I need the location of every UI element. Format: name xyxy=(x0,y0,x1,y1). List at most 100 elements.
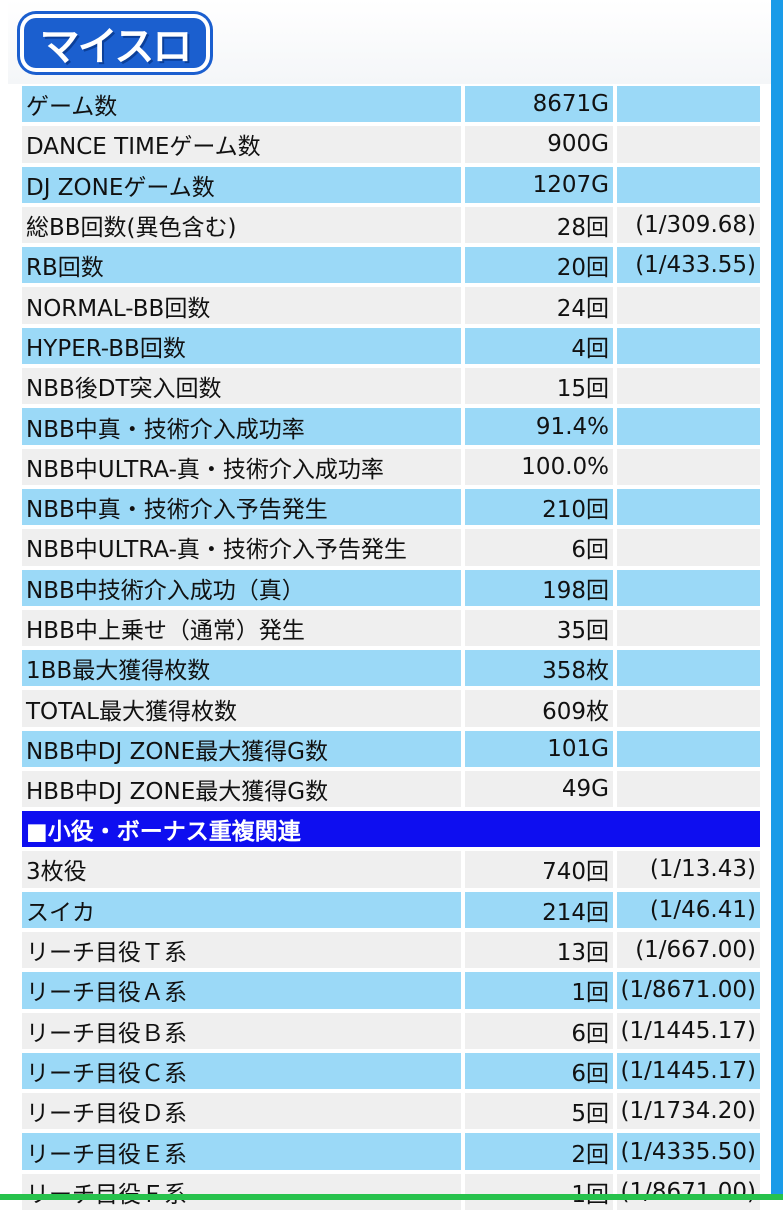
header-bar: マイスロ xyxy=(8,0,771,84)
row-label: ゲーム数 xyxy=(20,84,463,125)
table-row: HBB中DJ ZONE最大獲得G数 49G xyxy=(20,769,762,810)
table-row: 総BB回数(異色含む) 28回 (1/309.68) xyxy=(20,204,762,246)
row-label: NBB中真・技術介入予告発生 xyxy=(20,486,463,528)
row-ratio xyxy=(615,728,762,770)
row-label: NBB中ULTRA-真・技術介入予告発生 xyxy=(20,527,463,568)
row-value: 609枚 xyxy=(463,688,615,729)
table-row: リーチ目役Ｔ系 13回 (1/667.00) xyxy=(20,929,762,971)
table-row: リーチ目役Ａ系 1回 (1/8671.00) xyxy=(20,970,762,1011)
row-value: 8671G xyxy=(463,84,615,125)
row-value: 100.0% xyxy=(463,446,615,487)
row-label: HBB中DJ ZONE最大獲得G数 xyxy=(20,769,463,810)
row-ratio xyxy=(615,527,762,568)
row-ratio xyxy=(615,164,762,205)
row-value: 6回 xyxy=(463,1050,615,1092)
table-row: スイカ 214回 (1/46.41) xyxy=(20,889,762,930)
table-row: ゲーム数 8671G xyxy=(20,84,762,125)
table-row: DJ ZONEゲーム数 1207G xyxy=(20,164,762,205)
table-row: リーチ目役Ｆ系1回(1/8671.00) xyxy=(20,1171,762,1212)
row-label: NBB中真・技術介入成功率 xyxy=(20,406,463,447)
row-label: NORMAL-BB回数 xyxy=(20,285,463,326)
row-value: 900G xyxy=(463,124,615,165)
table-row: NBB中ULTRA-真・技術介入成功率 100.0% xyxy=(20,446,762,487)
row-ratio xyxy=(615,688,762,729)
row-value: 1207G xyxy=(463,164,615,205)
row-value: 6回 xyxy=(463,527,615,568)
table-row: 3枚役 740回 (1/13.43) xyxy=(20,849,762,890)
table-row: リーチ目役Ｅ系 2回 (1/4335.50) xyxy=(20,1131,762,1172)
row-label: スイカ xyxy=(20,889,463,930)
row-value: 15回 xyxy=(463,366,615,407)
row-ratio: (1/46.41) xyxy=(615,889,762,930)
row-ratio xyxy=(615,366,762,407)
row-ratio: (1/433.55) xyxy=(615,245,762,286)
row-label: NBB中DJ ZONE最大獲得G数 xyxy=(20,728,463,770)
row-ratio: (1/1445.17) xyxy=(615,1050,762,1092)
row-value: 91.4% xyxy=(463,406,615,447)
table-row: リーチ目役Ｄ系 5回 (1/1734.20) xyxy=(20,1091,762,1132)
row-value: 1回 xyxy=(463,970,615,1011)
table-row: RB回数 20回 (1/433.55) xyxy=(20,245,762,286)
row-ratio xyxy=(615,567,762,608)
table-row: 1BB最大獲得枚数 358枚 xyxy=(20,648,762,689)
table-row: リーチ目役Ｃ系 6回 (1/1445.17) xyxy=(20,1050,762,1092)
row-label: RB回数 xyxy=(20,245,463,286)
table-row: NORMAL-BB回数 24回 xyxy=(20,285,762,326)
row-ratio xyxy=(615,325,762,367)
row-ratio: (1/13.43) xyxy=(615,849,762,890)
row-label: リーチ目役Ｅ系 xyxy=(20,1131,463,1172)
row-ratio: (1/4335.50) xyxy=(615,1131,762,1172)
table-row: HYPER-BB回数 4回 xyxy=(20,325,762,367)
row-value: 210回 xyxy=(463,486,615,528)
row-value: 358枚 xyxy=(463,648,615,689)
row-ratio: (1/8671.00) xyxy=(615,1171,762,1212)
row-ratio: (1/1445.17) xyxy=(615,1010,762,1051)
row-value: 214回 xyxy=(463,889,615,930)
table-row: TOTAL最大獲得枚数 609枚 xyxy=(20,688,762,729)
row-value: 5回 xyxy=(463,1091,615,1132)
row-value: 28回 xyxy=(463,204,615,246)
table-row: DANCE TIMEゲーム数 900G xyxy=(20,124,762,165)
row-ratio xyxy=(615,84,762,125)
right-border xyxy=(771,0,783,1200)
row-ratio xyxy=(615,607,762,649)
table-row: NBB中技術介入成功（真） 198回 xyxy=(20,567,762,608)
table-row: NBB中ULTRA-真・技術介入予告発生 6回 xyxy=(20,527,762,568)
row-label: リーチ目役Ｔ系 xyxy=(20,929,463,971)
row-value: 2回 xyxy=(463,1131,615,1172)
row-label: NBB中ULTRA-真・技術介入成功率 xyxy=(20,446,463,487)
row-value: 198回 xyxy=(463,567,615,608)
left-border xyxy=(0,0,8,1200)
myslo-logo[interactable]: マイスロ xyxy=(20,14,210,72)
row-ratio xyxy=(615,406,762,447)
row-label: NBB中技術介入成功（真） xyxy=(20,567,463,608)
row-label: HBB中上乗せ（通常）発生 xyxy=(20,607,463,649)
row-value: 101G xyxy=(463,728,615,770)
table-row: NBB中DJ ZONE最大獲得G数 101G xyxy=(20,728,762,770)
row-value: 20回 xyxy=(463,245,615,286)
row-ratio: (1/309.68) xyxy=(615,204,762,246)
row-ratio xyxy=(615,446,762,487)
row-label: DANCE TIMEゲーム数 xyxy=(20,124,463,165)
row-value: 4回 xyxy=(463,325,615,367)
row-label: 総BB回数(異色含む) xyxy=(20,204,463,246)
row-value: 6回 xyxy=(463,1010,615,1051)
row-label: DJ ZONEゲーム数 xyxy=(20,164,463,205)
logo-text: マイスロ xyxy=(39,24,193,70)
table-row: NBB中真・技術介入予告発生 210回 xyxy=(20,486,762,528)
row-label: HYPER-BB回数 xyxy=(20,325,463,367)
row-label: リーチ目役Ｆ系 xyxy=(20,1171,463,1212)
table-row: NBB中真・技術介入成功率 91.4% xyxy=(20,406,762,447)
table-row: HBB中上乗せ（通常）発生 35回 xyxy=(20,607,762,649)
stats-table: ゲーム数 8671G DANCE TIMEゲーム数 900G DJ ZONEゲーム数 12… xyxy=(20,84,762,1212)
row-label: 3枚役 xyxy=(20,849,463,890)
row-ratio: (1/667.00) xyxy=(615,929,762,971)
row-value: 35回 xyxy=(463,607,615,649)
row-ratio xyxy=(615,648,762,689)
row-ratio xyxy=(615,486,762,528)
table-row: リーチ目役Ｂ系 6回 (1/1445.17) xyxy=(20,1010,762,1051)
row-ratio: (1/1734.20) xyxy=(615,1091,762,1132)
row-label: リーチ目役Ｄ系 xyxy=(20,1091,463,1132)
row-value: 24回 xyxy=(463,285,615,326)
